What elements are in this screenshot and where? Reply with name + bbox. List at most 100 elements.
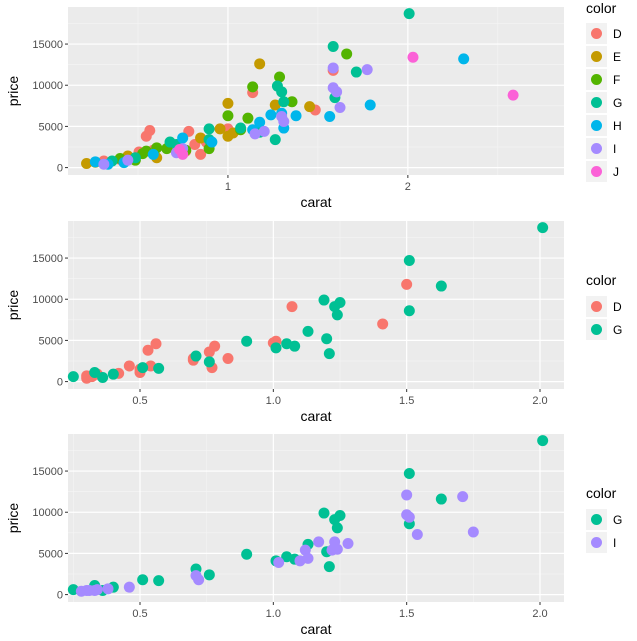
legend-label: D [613, 27, 622, 41]
data-point-i [122, 154, 134, 166]
data-point-f [222, 110, 234, 122]
legend-title: color [586, 272, 617, 288]
data-point-g [318, 507, 330, 519]
data-point-h [89, 156, 101, 168]
data-point-g [67, 371, 79, 383]
data-point-i [457, 491, 469, 503]
data-point-g [403, 255, 415, 267]
x-tick-label: 0.5 [132, 395, 147, 407]
y-axis-title: price [5, 76, 21, 107]
legend-swatch-i [591, 143, 602, 154]
data-point-f [286, 96, 298, 108]
data-point-e [195, 132, 207, 144]
data-point-i [401, 489, 413, 501]
data-point-g [331, 309, 343, 321]
data-point-g [137, 362, 149, 374]
data-point-g [278, 96, 290, 108]
y-axis-title: price [5, 290, 21, 321]
legend-swatch-e [591, 51, 602, 62]
legend-label: H [613, 119, 622, 133]
x-tick-label: 1.5 [399, 608, 414, 620]
data-point-g [276, 86, 288, 98]
data-point-g [403, 305, 415, 317]
data-point-i [331, 86, 343, 98]
data-point-i [278, 115, 290, 127]
x-axis-title: carat [300, 408, 331, 424]
data-point-g [537, 222, 549, 234]
data-point-i [361, 64, 373, 76]
data-point-i [327, 62, 339, 74]
data-point-e [81, 157, 93, 169]
data-point-i [273, 556, 285, 568]
data-point-g [241, 335, 253, 347]
y-tick-label: 0 [57, 377, 63, 389]
data-point-g [270, 342, 282, 354]
data-point-i [91, 584, 103, 596]
data-point-g [302, 325, 314, 337]
data-point-h [147, 148, 159, 160]
data-point-g [203, 356, 215, 368]
data-point-e [269, 99, 281, 111]
data-point-g [331, 522, 343, 534]
data-point-g [323, 348, 335, 360]
data-point-g [203, 569, 215, 581]
data-point-h [254, 116, 266, 128]
data-point-i [302, 552, 314, 564]
data-point-h [458, 53, 470, 65]
y-tick-label: 5000 [39, 548, 63, 560]
data-point-g [153, 575, 165, 587]
data-point-g [241, 548, 253, 560]
legend-label: I [613, 142, 616, 156]
data-point-d [377, 318, 389, 330]
data-point-i [102, 583, 114, 595]
legend-swatch-f [591, 74, 602, 85]
y-tick-label: 10000 [32, 294, 63, 306]
legend-swatch-d [591, 28, 602, 39]
data-point-d [286, 301, 298, 313]
data-point-i [258, 125, 270, 137]
data-point-i [123, 581, 135, 593]
legend-swatch-i [591, 537, 602, 548]
data-point-g [435, 493, 447, 505]
data-point-i [313, 536, 325, 548]
legend-label: G [613, 96, 622, 110]
data-point-g [289, 340, 301, 352]
data-point-i [411, 528, 423, 540]
x-tick-label: 2 [405, 181, 411, 193]
data-point-g [323, 561, 335, 573]
data-point-g [334, 297, 346, 309]
data-point-g [269, 134, 281, 146]
data-point-h [265, 109, 277, 121]
x-tick-label: 0.5 [132, 608, 147, 620]
data-point-j [177, 148, 189, 160]
data-point-d [222, 353, 234, 365]
data-point-i [331, 543, 343, 555]
data-point-h [206, 136, 218, 148]
data-point-g [235, 122, 247, 134]
data-point-g [137, 574, 149, 586]
legend-label: E [613, 50, 621, 64]
data-point-i [334, 101, 346, 113]
legend-label: J [613, 165, 619, 179]
x-tick-label: 1.5 [399, 395, 414, 407]
legend-swatch-j [591, 166, 602, 177]
data-point-d [401, 278, 413, 290]
data-point-i [467, 526, 479, 538]
data-point-d [142, 344, 154, 356]
data-point-i [342, 538, 354, 550]
data-point-h [364, 99, 376, 111]
data-point-g [321, 333, 333, 345]
legend-swatch-g [591, 97, 602, 108]
x-tick-label: 1.0 [266, 395, 281, 407]
data-point-h [324, 111, 336, 123]
data-point-g [403, 8, 415, 20]
x-tick-label: 1 [225, 181, 231, 193]
data-point-g [334, 510, 346, 522]
data-point-d [150, 338, 162, 350]
x-axis-title: carat [300, 194, 331, 210]
data-point-g [97, 371, 109, 383]
data-point-e [304, 101, 316, 113]
data-point-j [407, 51, 419, 63]
data-point-f [247, 81, 259, 93]
